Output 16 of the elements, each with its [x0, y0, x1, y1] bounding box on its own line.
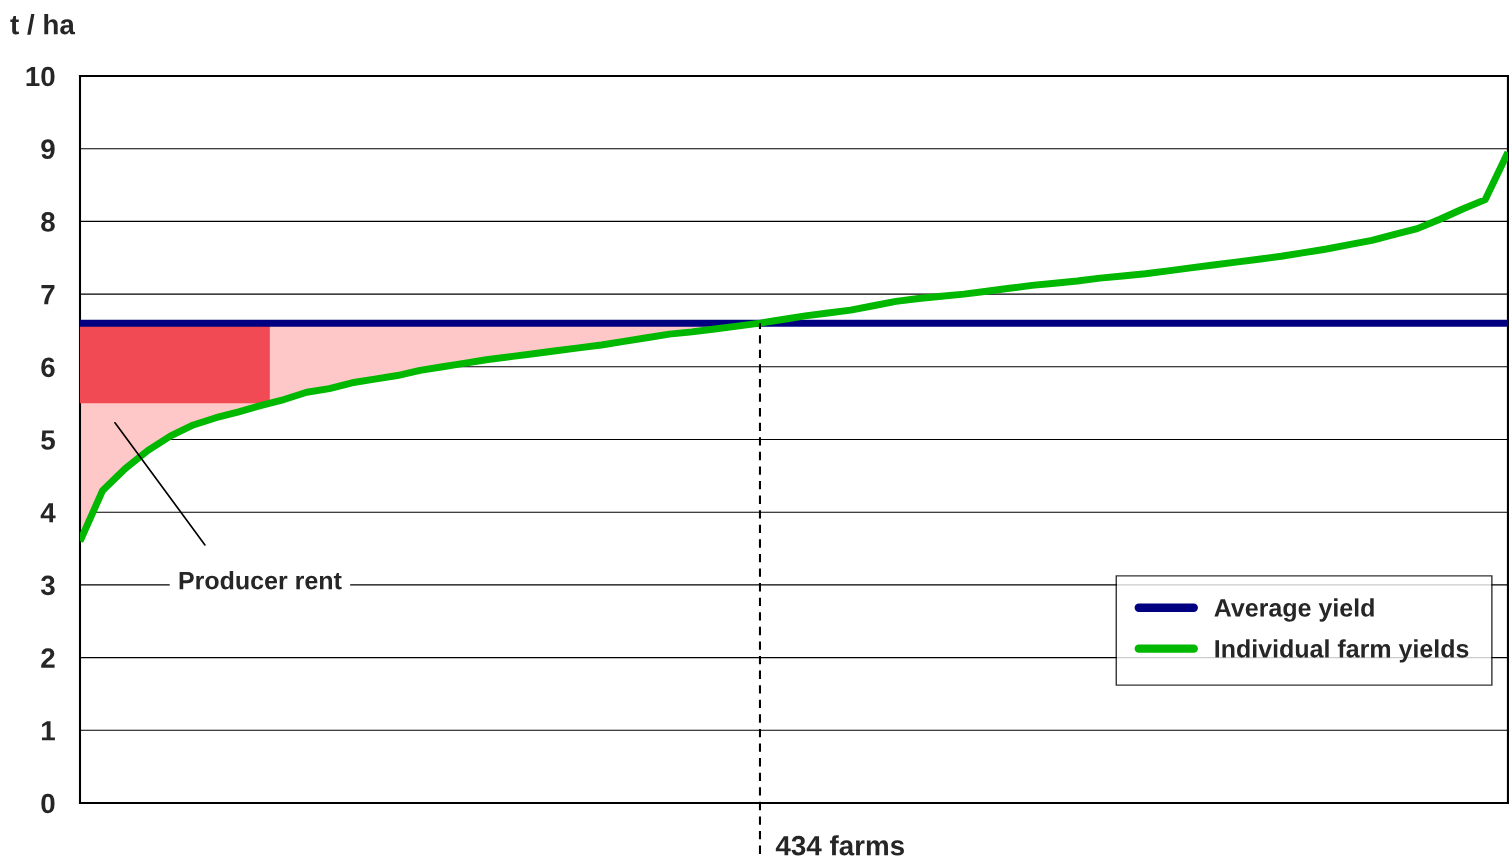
y-tick-label: 9: [41, 139, 55, 160]
annotation: Producer rent: [179, 571, 342, 590]
y-tick-label: 4: [40, 503, 56, 523]
y-tick-label: 5: [41, 430, 55, 450]
y-tick-label: 8: [41, 212, 55, 232]
text: 434 farms: [775, 835, 904, 856]
y-tick-label: 1: [42, 721, 55, 741]
legend-label: Average yield: [1214, 598, 1374, 622]
y-axis-title: t / ha: [10, 14, 75, 35]
y-tick-label: 3: [40, 575, 55, 596]
legend-label: Individual farm yields: [1215, 639, 1469, 663]
y-tick-label: 2: [41, 648, 55, 668]
y-tick-label: 10: [26, 66, 55, 87]
y-tick-label: 7: [41, 285, 55, 305]
y-tick-label: 6: [41, 357, 55, 378]
y-tick-label: 0: [41, 793, 55, 814]
